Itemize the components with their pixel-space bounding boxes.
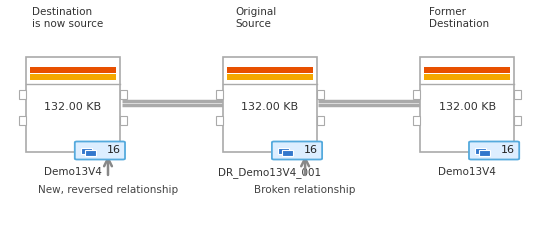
Text: Original
Source: Original Source (235, 7, 276, 29)
Text: 132.00 KB: 132.00 KB (44, 102, 102, 112)
Bar (19, 116, 26, 125)
Bar (413, 116, 420, 125)
Bar (515, 90, 522, 99)
Text: 132.00 KB: 132.00 KB (438, 102, 496, 112)
Bar (479, 150, 490, 156)
Text: 16: 16 (303, 146, 318, 155)
Text: 16: 16 (501, 146, 515, 155)
Text: 132.00 KB: 132.00 KB (241, 102, 299, 112)
Text: Destination
is now source: Destination is now source (32, 7, 104, 29)
Bar (413, 90, 420, 99)
FancyBboxPatch shape (75, 141, 125, 160)
Bar (278, 148, 289, 154)
FancyBboxPatch shape (272, 141, 322, 160)
Text: Broken relationship: Broken relationship (254, 185, 356, 195)
Text: Former
Destination: Former Destination (429, 7, 489, 29)
Bar (424, 74, 510, 80)
Bar (282, 150, 293, 156)
Bar (19, 90, 26, 99)
Text: New, reversed relationship: New, reversed relationship (38, 185, 178, 195)
Bar (30, 67, 116, 73)
Text: DR_Demo13V4_001: DR_Demo13V4_001 (219, 167, 321, 178)
FancyBboxPatch shape (469, 141, 519, 160)
Bar (26, 57, 120, 152)
Bar (227, 74, 313, 80)
Bar (227, 67, 313, 73)
Text: 16: 16 (106, 146, 120, 155)
Bar (318, 90, 324, 99)
Bar (120, 90, 127, 99)
Bar (30, 74, 116, 80)
Bar (120, 116, 127, 125)
Bar (216, 90, 223, 99)
Bar (85, 150, 96, 156)
Bar (420, 57, 514, 152)
Text: Demo13V4: Demo13V4 (438, 167, 496, 177)
Bar (475, 148, 486, 154)
Bar (515, 116, 522, 125)
Bar (318, 116, 324, 125)
Bar (223, 57, 317, 152)
Bar (216, 116, 223, 125)
Bar (81, 148, 92, 154)
Bar (424, 67, 510, 73)
Text: Demo13V4: Demo13V4 (44, 167, 102, 177)
